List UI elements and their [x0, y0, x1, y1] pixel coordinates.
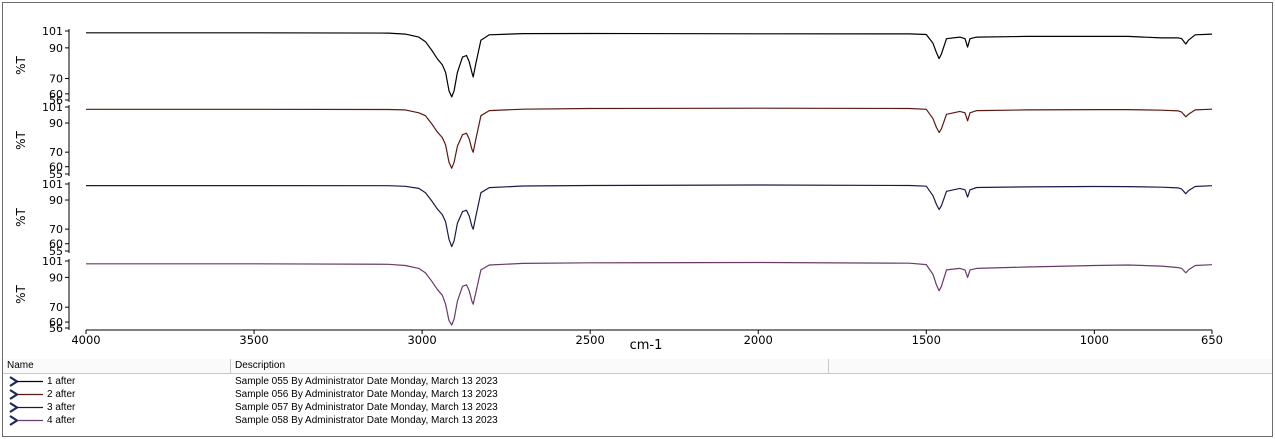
series-arrow-icon	[9, 389, 43, 400]
legend-row[interactable]: 4 after Sample 058 By Administrator Date…	[3, 414, 1272, 427]
series-name: 3 after	[47, 402, 76, 413]
legend-row[interactable]: 2 after Sample 056 By Administrator Date…	[3, 388, 1272, 401]
series-name: 4 after	[47, 415, 76, 426]
spectrum-line	[86, 32, 1213, 98]
series-arrow-icon	[9, 376, 43, 387]
y-tick-label: 60	[49, 161, 63, 174]
y-axis-label: %T	[14, 55, 28, 74]
y-tick-label: 60	[49, 88, 63, 101]
legend-row-name: 4 after	[9, 414, 229, 427]
series-arrow-icon	[9, 415, 43, 426]
y-tick-label: 90	[49, 117, 63, 130]
spectra-chart-area: 101 90 70 60 56 %T 101 90 70 60 55 %T 101 90 70 60 55 %T 1…	[3, 3, 1272, 351]
y-tick-label: 101	[42, 255, 63, 268]
spectrum-line	[86, 184, 1213, 248]
legend-row[interactable]: 1 after Sample 055 By Administrator Date…	[3, 375, 1272, 388]
x-tick-label: 1000	[1080, 333, 1109, 347]
y-tick-label: 70	[49, 73, 63, 86]
y-tick-label: 55	[49, 245, 63, 258]
y-tick-label: 56	[49, 94, 63, 107]
y-tick-label: 90	[49, 42, 63, 55]
y-tick-label: 56	[49, 322, 63, 335]
y-axis-label: %T	[14, 284, 28, 303]
x-tick-label: 2500	[576, 333, 605, 347]
series-description: Sample 055 By Administrator Date Monday,…	[235, 376, 498, 387]
x-axis-label: cm-1	[630, 338, 663, 351]
empty-column-header	[829, 359, 1272, 373]
x-tick-label: 3000	[407, 333, 436, 347]
y-tick-label: 60	[49, 316, 63, 329]
series-arrow-icon	[9, 402, 43, 413]
series-name: 2 after	[47, 389, 76, 400]
y-tick-label: 55	[49, 168, 63, 181]
spectra-legend-table: Name Description 1 after Sample 055 By A…	[3, 359, 1272, 436]
series-description: Sample 058 By Administrator Date Monday,…	[235, 415, 498, 426]
legend-row-name: 3 after	[9, 401, 229, 414]
x-tick-label: 650	[1201, 333, 1223, 347]
y-axis-label: %T	[14, 130, 28, 149]
name-column-header[interactable]: Name	[3, 359, 231, 373]
y-tick-label: 101	[42, 101, 63, 114]
series-name: 1 after	[47, 376, 76, 387]
legend-row[interactable]: 3 after Sample 057 By Administrator Date…	[3, 401, 1272, 414]
series-description: Sample 057 By Administrator Date Monday,…	[235, 402, 498, 413]
y-tick-label: 90	[49, 271, 63, 284]
y-tick-label: 70	[49, 223, 63, 236]
x-tick-label: 1500	[912, 333, 941, 347]
y-axis-label: %T	[14, 207, 28, 226]
y-tick-label: 60	[49, 238, 63, 251]
series-description: Sample 056 By Administrator Date Monday,…	[235, 389, 498, 400]
spectrum-line	[86, 107, 1213, 169]
y-tick-label: 70	[49, 301, 63, 314]
legend-row-name: 1 after	[9, 375, 229, 388]
x-tick-label: 4000	[71, 333, 100, 347]
y-tick-label: 101	[42, 178, 63, 191]
spectrum-line	[86, 261, 1213, 326]
y-tick-label: 101	[42, 25, 63, 38]
x-tick-label: 2000	[744, 333, 773, 347]
legend-row-name: 2 after	[9, 388, 229, 401]
description-column-header[interactable]: Description	[231, 359, 829, 373]
x-tick-label: 3500	[239, 333, 268, 347]
legend-header: Name Description	[3, 359, 1272, 374]
y-tick-label: 70	[49, 146, 63, 159]
y-tick-label: 90	[49, 194, 63, 207]
spectra-chart: 10190706056%T10190706055%T10190706055%T1…	[14, 25, 1223, 351]
